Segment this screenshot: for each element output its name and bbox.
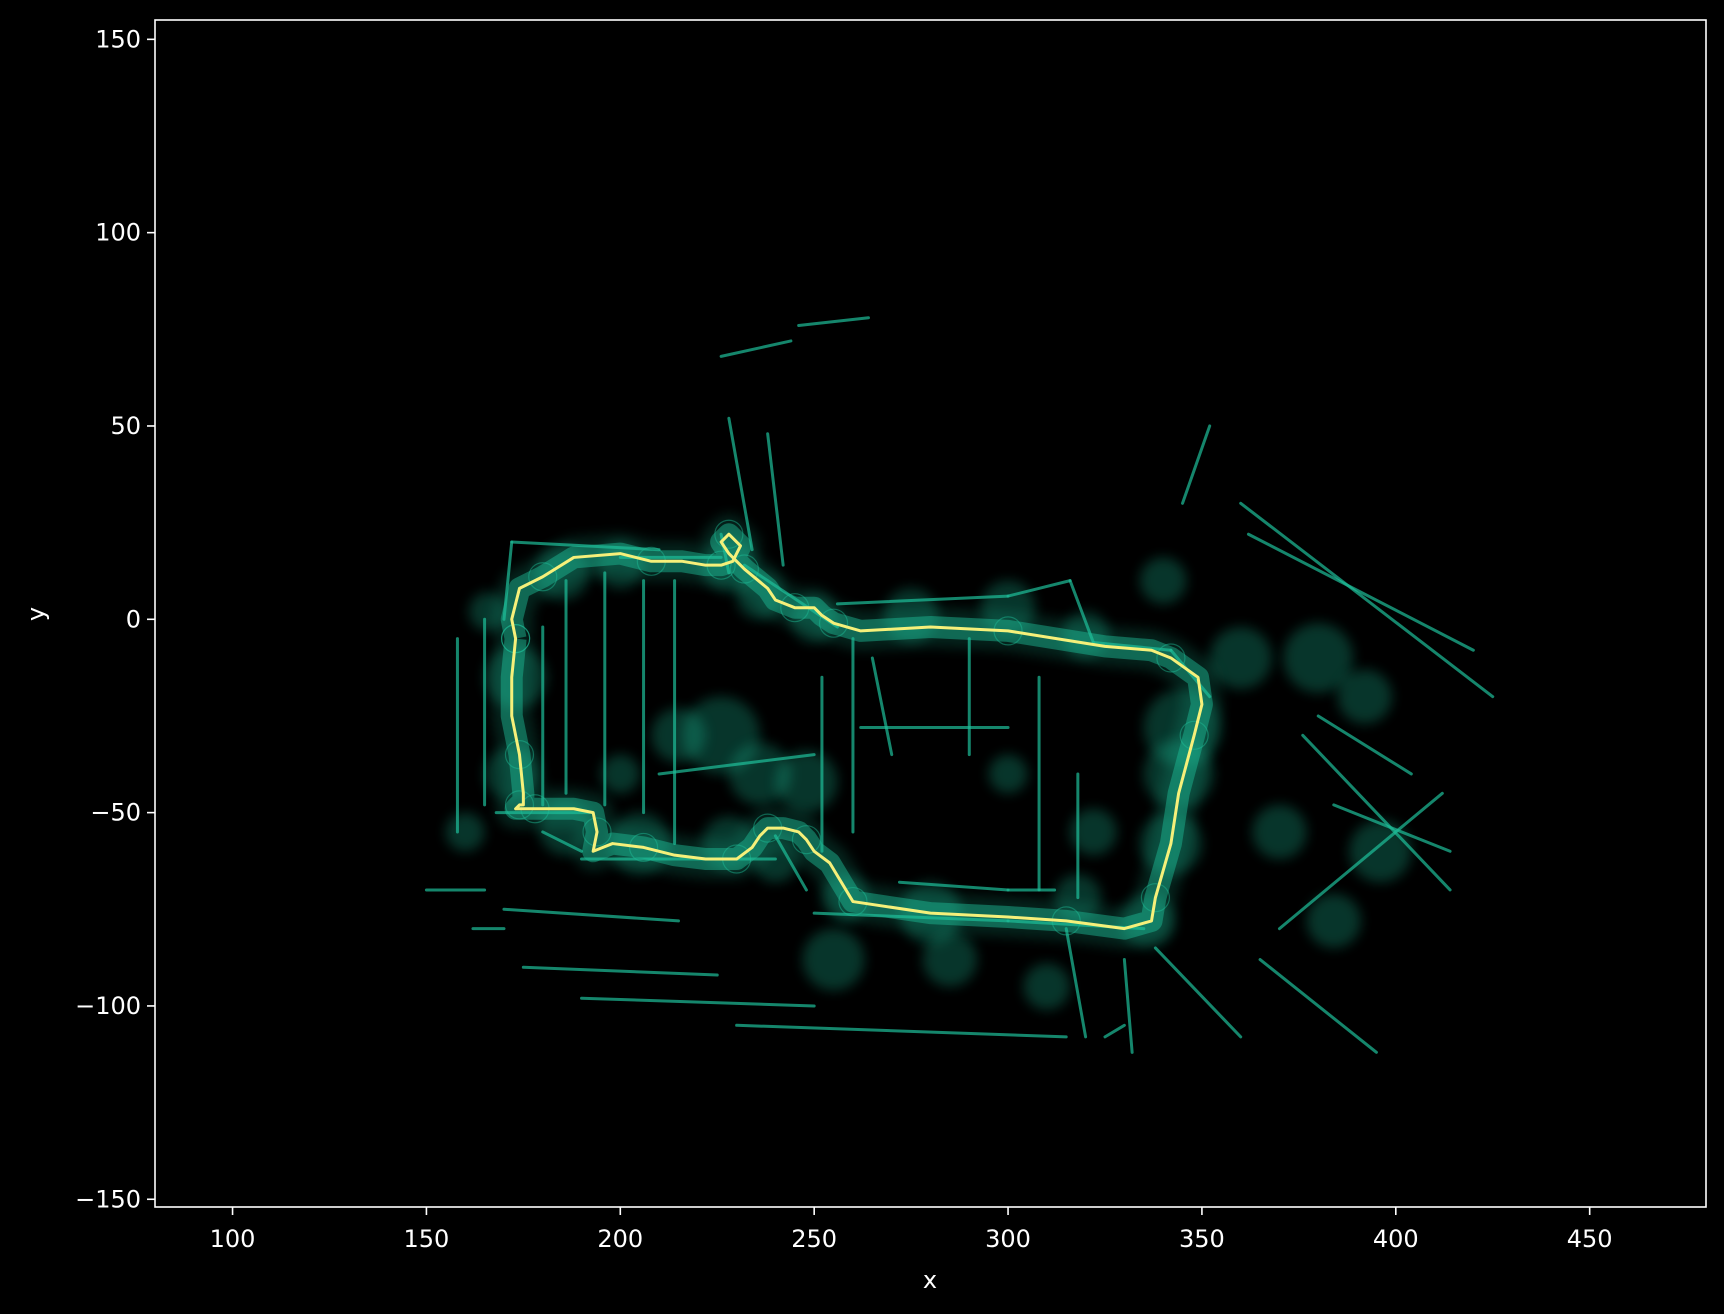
x-tick-label: 450 [1567,1225,1613,1253]
scan-ring [528,562,558,592]
scan-ring [791,825,822,855]
point-cloud-wall [1246,532,1475,652]
point-cluster [1209,627,1272,689]
point-cloud-wall [1103,1023,1126,1039]
point-cluster [1023,963,1071,1010]
point-cloud-wall [719,339,793,358]
x-tick-label: 400 [1373,1225,1419,1253]
x-tick-label: 350 [1179,1225,1225,1253]
scan-ring [1179,720,1209,750]
y-axis-label: y [22,607,50,621]
point-cloud-wall [1181,424,1212,505]
scan-ring [818,608,849,638]
point-cloud-wall [1153,946,1243,1039]
y-tick-label: −150 [75,1185,141,1213]
scan-ring [582,817,612,847]
scan-ring [729,554,759,584]
point-cluster [922,932,978,987]
scan-ring [1156,643,1186,673]
trajectory-layer [510,532,1204,931]
point-cluster [988,754,1028,794]
point-cluster [1337,669,1392,724]
point-cluster [651,708,706,763]
point-cloud-wall [521,965,719,977]
y-tick-label: 150 [95,25,141,53]
point-cloud-wall [835,594,1010,606]
point-cloud-wall [1258,958,1378,1054]
x-axis-label: x [923,1266,937,1294]
point-cloud-wall [1332,803,1452,853]
point-cluster [1306,893,1361,948]
point-cloud-wall [1239,501,1495,699]
point-cloud-wall [657,753,816,776]
point-cloud-wall [1277,791,1444,931]
point-cloud-wall [580,996,816,1008]
point-cloud-wall [502,907,680,923]
point-cloud-wall [766,432,785,567]
scan-ring [1140,883,1170,913]
point-cluster [1070,808,1117,856]
x-tick-label: 300 [985,1225,1031,1253]
trajectory-line [510,532,1204,931]
x-tick-label: 250 [791,1225,837,1253]
point-cluster [1252,804,1307,860]
scan-ring [628,832,659,863]
point-cloud-wall [797,316,870,327]
y-tick-label: 100 [95,219,141,247]
scan-ring [714,519,744,549]
y-axis: 150 100 50 0 −50 −100 −150 [75,25,155,1213]
point-cloud-wall [1301,733,1452,892]
point-cloud-wall [897,880,1010,892]
x-tick-label: 150 [404,1225,450,1253]
point-cloud-wall [870,656,894,757]
point-cloud-wall [1316,714,1413,776]
point-cloud-wall [1006,579,1072,598]
y-tick-label: −50 [90,799,141,827]
point-cluster [775,750,838,813]
plot-frame [154,19,1707,1208]
point-cluster [1349,820,1412,883]
y-tick-label: −100 [75,992,141,1020]
point-cluster [802,928,865,991]
x-axis: 100 150 200 250 300 350 400 450 [210,1207,1613,1253]
scan-ring [504,790,535,820]
point-cloud-wall [1064,927,1088,1039]
point-cluster [600,754,640,794]
x-tick-label: 200 [597,1225,643,1253]
point-cluster [1139,557,1187,604]
scan-ring [838,886,868,917]
point-cluster [445,812,485,852]
y-tick-label: 0 [126,605,141,633]
point-cloud-wall [735,1023,1068,1039]
point-cluster [1283,623,1354,693]
x-tick-label: 100 [210,1225,256,1253]
point-cloud-wall [1122,958,1134,1054]
y-tick-label: 50 [110,412,141,440]
